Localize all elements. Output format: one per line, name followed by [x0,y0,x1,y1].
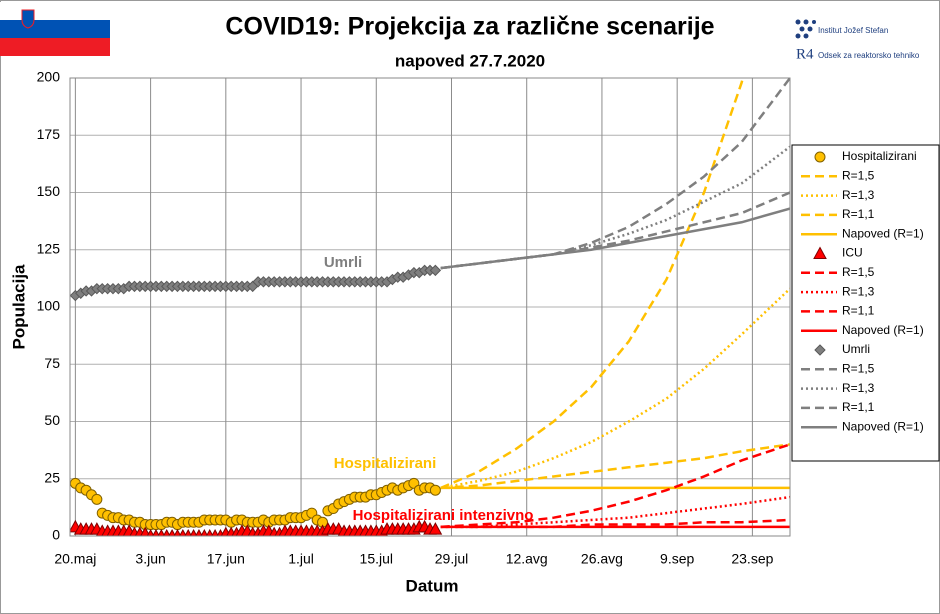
data-point [429,484,441,496]
annotation: Hospitalizirani [334,455,437,472]
legend-label: R=1,5 [842,168,875,182]
legend-marker [814,151,826,163]
legend-label: ICU [842,246,863,260]
y-tick-label: 75 [44,355,60,371]
y-tick-label: 50 [44,412,60,428]
chart-subtitle: napoved 27.7.2020 [395,51,545,70]
legend-label: Hospitalizirani [842,149,917,163]
x-tick-label: 23.sep [731,551,773,567]
legend-label: R=1,3 [842,381,875,395]
y-tick-label: 200 [37,69,61,85]
legend-label: Napoved (R=1) [842,226,924,240]
series-line [440,78,745,490]
data-point [429,264,442,277]
legend-label: Napoved (R=1) [842,419,924,433]
x-tick-label: 17.jun [207,551,245,567]
legend-label: R=1,5 [842,265,875,279]
series-line [440,443,790,529]
y-tick-label: 0 [52,527,60,543]
legend-label: R=1,5 [842,361,875,375]
y-tick-label: 100 [37,298,61,314]
data-point [91,493,103,505]
x-axis-label: Datum [406,576,459,595]
logo: Institut Jožef Stefan R4 Odsek za reakto… [795,19,920,62]
x-tick-label: 3.jun [135,551,165,567]
x-tick-label: 12.avg [506,551,548,567]
legend-label: R=1,1 [842,304,875,318]
legend-label: R=1,1 [842,400,875,414]
x-tick-label: 15.jul [360,551,393,567]
y-tick-label: 125 [37,240,61,256]
legend-label: R=1,1 [842,207,875,221]
y-tick-label: 175 [37,126,61,142]
chart-title: COVID19: Projekcija za različne scenarij… [225,13,714,41]
x-tick-label: 20.maj [54,551,96,567]
institute-name: Institut Jožef Stefan [818,26,888,35]
department-name: Odsek za reaktorsko tehniko [818,51,920,60]
x-tick-label: 29.jul [435,551,468,567]
y-tick-label: 25 [44,469,60,485]
x-tick-label: 26.avg [581,551,623,567]
y-axis-label: Populacija [9,264,28,350]
legend-marker [814,344,826,356]
flag [0,2,110,56]
data-point [140,526,151,536]
series-line [440,443,790,490]
plot-border [69,77,791,537]
x-tick-label: 9.sep [660,551,694,567]
series-line [440,207,790,270]
annotation: Umrli [324,254,362,271]
y-tick-label: 150 [37,183,61,199]
legend-label: R=1,3 [842,284,875,298]
legend-marker [813,246,827,259]
legend-label: Napoved (R=1) [842,323,924,337]
legend-label: R=1,3 [842,188,875,202]
legend-label: Umrli [842,342,870,356]
logo-mark: R4 [796,46,814,62]
data-point [428,522,443,535]
annotation: Hospitalizirani intenzivno [353,507,534,524]
x-tick-label: 1.jul [288,551,314,567]
